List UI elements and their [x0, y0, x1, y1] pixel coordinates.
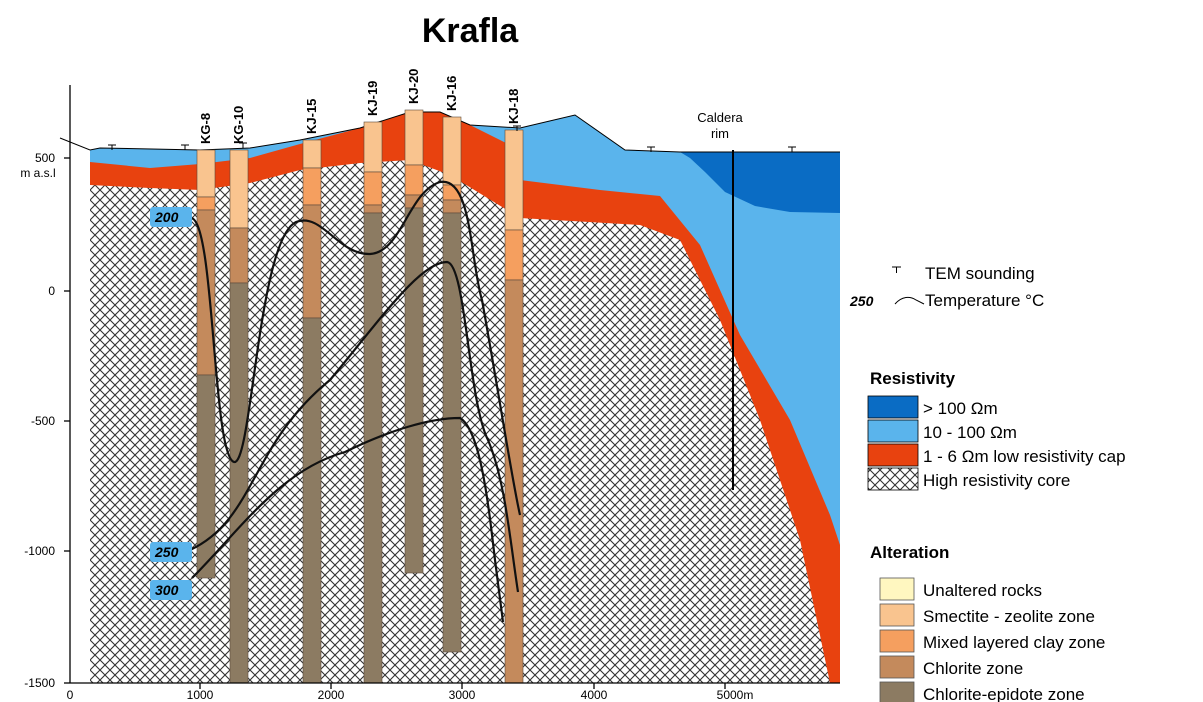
- well-segment: [303, 140, 321, 168]
- well-segment: [364, 205, 382, 213]
- isotherm-label: 300: [155, 582, 179, 598]
- well-segment: [303, 168, 321, 205]
- well-segment: [364, 172, 382, 205]
- legend-text: Mixed layered clay zone: [923, 633, 1105, 652]
- well-segment: [443, 213, 461, 652]
- well-segment: [405, 208, 423, 573]
- y-tick-label: 500: [35, 151, 55, 165]
- well-segment: [230, 283, 248, 683]
- legend-swatch: [880, 656, 914, 678]
- legend-text: Chlorite zone: [923, 659, 1023, 678]
- y-tick-label: -1000: [24, 544, 55, 558]
- legend-swatch: [880, 682, 914, 702]
- x-tick-label: 5000m: [717, 688, 754, 702]
- x-tick-label: 2000: [318, 688, 345, 702]
- well-segment: [197, 197, 215, 210]
- legend-text: Chlorite-epidote zone: [923, 685, 1085, 702]
- x-tick-label: 1000: [187, 688, 214, 702]
- legend-sample: 250: [849, 293, 874, 309]
- well-segment: [230, 228, 248, 283]
- well-label: KG-8: [198, 113, 213, 144]
- well-segment: [230, 150, 248, 228]
- y-tick-label: -500: [31, 414, 55, 428]
- well-segment: [443, 200, 461, 213]
- well-segment: [505, 130, 523, 230]
- well-segment: [197, 375, 215, 578]
- well-segment: [197, 150, 215, 197]
- legend-text: Smectite - zeolite zone: [923, 607, 1095, 626]
- well-label: KJ-15: [304, 99, 319, 134]
- well-label: KJ-18: [506, 89, 521, 124]
- caldera-label: rim: [711, 126, 729, 141]
- well-segment: [405, 110, 423, 165]
- legend-heading: Alteration: [870, 543, 949, 562]
- legend-text: TEM sounding: [925, 264, 1035, 283]
- legend-swatch: [868, 420, 918, 442]
- cross-section: Krafla KG-8 KG-10 KJ-15 KJ-19 KJ-20 KJ-16 KJ-1…: [0, 0, 1203, 702]
- well-label: KJ-16: [444, 76, 459, 111]
- caldera-label: Caldera: [697, 110, 743, 125]
- x-tick-label: 4000: [581, 688, 608, 702]
- page: {"title": "Krafla", "y_axis": {"unit": "…: [0, 0, 1203, 702]
- legend-text: > 100 Ωm: [923, 399, 998, 418]
- well-segment: [364, 122, 382, 172]
- well-label: KJ-19: [365, 81, 380, 116]
- legend-text: High resistivity core: [923, 471, 1070, 490]
- legend-swatch: [880, 604, 914, 626]
- well-label: KG-10: [231, 106, 246, 144]
- well-segment: [303, 318, 321, 683]
- isotherm-label: 200: [154, 209, 179, 225]
- well-segment: [505, 230, 523, 280]
- legend-text: 10 - 100 Ωm: [923, 423, 1017, 442]
- y-tick-label: -1500: [24, 676, 55, 690]
- well-label: KJ-20: [406, 69, 421, 104]
- x-tick-label: 3000: [449, 688, 476, 702]
- legend-swatch: [868, 396, 918, 418]
- y-tick-label: 0: [48, 284, 55, 298]
- well-segment: [405, 165, 423, 195]
- well-segment: [443, 117, 461, 185]
- legend-text: Temperature °C: [925, 291, 1044, 310]
- legend-swatch: [868, 468, 918, 490]
- legend-text: Unaltered rocks: [923, 581, 1042, 600]
- tem-symbol: [892, 267, 901, 273]
- legend-heading: Resistivity: [870, 369, 956, 388]
- legend-swatch: [880, 578, 914, 600]
- well-segment: [364, 213, 382, 683]
- x-tick-label: 0: [67, 688, 74, 702]
- isotherm-label: 250: [154, 544, 179, 560]
- temperature-symbol: [895, 297, 924, 304]
- legend-text: 1 - 6 Ωm low resistivity cap: [923, 447, 1126, 466]
- legend-swatch: [880, 630, 914, 652]
- legend-swatch: [868, 444, 918, 466]
- title: Krafla: [422, 12, 519, 50]
- y-unit: m a.s.l: [20, 166, 55, 180]
